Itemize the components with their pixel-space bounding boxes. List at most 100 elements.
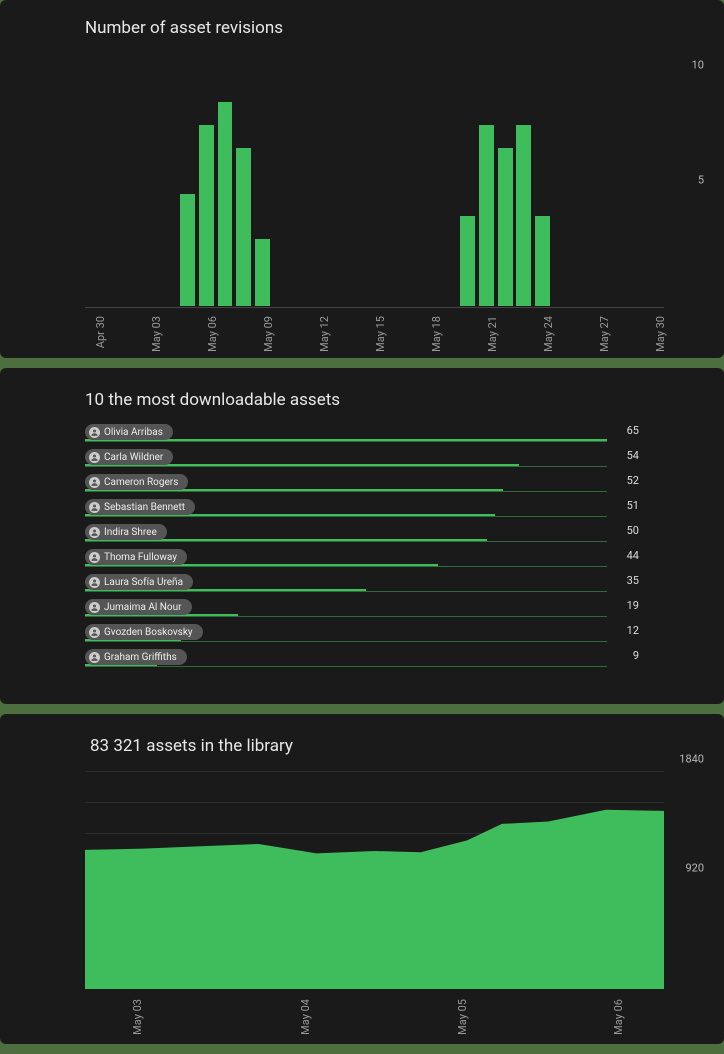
bar-x-slot: May 21 bbox=[477, 308, 496, 358]
bar-slot bbox=[440, 78, 459, 307]
bar-slot bbox=[552, 78, 571, 307]
bar-slot bbox=[272, 78, 291, 307]
area-x-label: May 03 bbox=[131, 999, 144, 1035]
bar-x-slot bbox=[122, 308, 141, 358]
bar-x-slot bbox=[216, 308, 235, 358]
avatar-icon bbox=[89, 527, 100, 538]
bar-x-slot: May 24 bbox=[533, 308, 552, 358]
user-name: Graham Griffiths bbox=[104, 652, 177, 663]
list-item: Thoma Fulloway 44 bbox=[85, 549, 639, 567]
bar-x-slot bbox=[626, 308, 645, 358]
list-item: Gvozden Boskovsky 12 bbox=[85, 624, 639, 642]
bar-x-slot bbox=[514, 308, 533, 358]
user-chip[interactable]: Carla Wildner bbox=[85, 449, 173, 465]
avatar-icon bbox=[89, 452, 100, 463]
list-value: 12 bbox=[627, 624, 639, 637]
bar bbox=[254, 238, 271, 307]
list-value: 44 bbox=[627, 549, 639, 562]
bar-slot bbox=[477, 78, 496, 307]
bar-y-tick: 5 bbox=[698, 174, 704, 187]
bar-slot bbox=[253, 78, 272, 307]
area-x-label: May 04 bbox=[299, 999, 312, 1035]
user-name: Sebastian Bennett bbox=[104, 502, 185, 513]
bar-x-slot bbox=[104, 308, 123, 358]
bar-slot bbox=[589, 78, 608, 307]
bar-x-slot: Apr 30 bbox=[85, 308, 104, 358]
bar-slot bbox=[160, 78, 179, 307]
list-value: 65 bbox=[627, 424, 639, 437]
bar-slot bbox=[626, 78, 645, 307]
bar-x-label: May 30 bbox=[654, 316, 667, 352]
avatar-icon bbox=[89, 477, 100, 488]
bar-x-slot bbox=[440, 308, 459, 358]
user-name: Carla Wildner bbox=[104, 452, 163, 463]
user-chip[interactable]: Indira Shree bbox=[85, 524, 167, 540]
bar-slot bbox=[570, 78, 589, 307]
bar-slot bbox=[309, 78, 328, 307]
bar-x-slot: May 30 bbox=[645, 308, 664, 358]
bar-slot bbox=[496, 78, 515, 307]
bar-slot bbox=[346, 78, 365, 307]
bar-slot bbox=[234, 78, 253, 307]
bar bbox=[198, 124, 215, 307]
avatar-icon bbox=[89, 577, 100, 588]
revisions-chart: 510 Apr 30May 03May 06May 09May 12May 15… bbox=[0, 38, 724, 358]
bar-slot bbox=[514, 78, 533, 307]
list-value: 19 bbox=[627, 599, 639, 612]
bar bbox=[459, 215, 476, 307]
bar-y-tick: 10 bbox=[692, 59, 704, 72]
user-chip[interactable]: Gvozden Boskovsky bbox=[85, 624, 203, 640]
bar-x-slot: May 09 bbox=[253, 308, 272, 358]
bar-x-slot bbox=[552, 308, 571, 358]
user-name: Thoma Fulloway bbox=[104, 552, 177, 563]
area-fill bbox=[85, 810, 664, 989]
bar-x-slot bbox=[496, 308, 515, 358]
area-y-tick: 1840 bbox=[679, 753, 704, 766]
downloads-title: 10 the most downloadable assets bbox=[85, 368, 639, 424]
list-value: 50 bbox=[627, 524, 639, 537]
user-chip[interactable]: Graham Griffiths bbox=[85, 649, 187, 665]
bar-slot bbox=[458, 78, 477, 307]
bar-slot bbox=[178, 78, 197, 307]
area-x-label: May 06 bbox=[612, 999, 625, 1035]
list-item: Cameron Rogers52 bbox=[85, 474, 639, 492]
bar-slot bbox=[328, 78, 347, 307]
bar-slot bbox=[384, 78, 403, 307]
bar-x-slot bbox=[346, 308, 365, 358]
bar-slot bbox=[122, 78, 141, 307]
avatar-icon bbox=[89, 427, 100, 438]
user-name: Jumaima Al Nour bbox=[104, 602, 182, 613]
bar-slot bbox=[608, 78, 627, 307]
bar-x-slot: May 12 bbox=[309, 308, 328, 358]
list-item: Carla Wildner 54 bbox=[85, 449, 639, 467]
revisions-panel: Number of asset revisions 510 Apr 30May … bbox=[0, 0, 724, 358]
bar bbox=[217, 101, 234, 307]
user-chip[interactable]: Sebastian Bennett bbox=[85, 499, 195, 515]
user-chip[interactable]: Laura Sofía Ureña bbox=[85, 574, 193, 590]
user-name: Indira Shree bbox=[104, 527, 157, 538]
bar-slot bbox=[104, 78, 123, 307]
bar-x-slot bbox=[570, 308, 589, 358]
bar-x-slot: May 03 bbox=[141, 308, 160, 358]
list-item: Graham Griffiths9 bbox=[85, 649, 639, 667]
list-item: Olivia Arribas 65 bbox=[85, 424, 639, 442]
bar-slot bbox=[421, 78, 440, 307]
user-name: Laura Sofía Ureña bbox=[104, 577, 183, 588]
list-value: 54 bbox=[627, 449, 639, 462]
area-x-label: May 05 bbox=[456, 999, 469, 1035]
bar-slot bbox=[402, 78, 421, 307]
user-chip[interactable]: Olivia Arribas bbox=[85, 424, 173, 440]
bar bbox=[534, 215, 551, 307]
user-chip[interactable]: Jumaima Al Nour bbox=[85, 599, 192, 615]
library-panel: 83 321 assets in the library 9201840 May… bbox=[0, 714, 724, 1044]
avatar-icon bbox=[89, 502, 100, 513]
list-item: Indira Shree 50 bbox=[85, 524, 639, 542]
bar bbox=[497, 147, 514, 307]
bar-x-slot bbox=[458, 308, 477, 358]
bar-x-slot bbox=[178, 308, 197, 358]
user-chip[interactable]: Thoma Fulloway bbox=[85, 549, 187, 565]
bar bbox=[478, 124, 495, 307]
bar-slot bbox=[85, 78, 104, 307]
bar bbox=[515, 124, 532, 307]
user-chip[interactable]: Cameron Rogers bbox=[85, 474, 188, 490]
